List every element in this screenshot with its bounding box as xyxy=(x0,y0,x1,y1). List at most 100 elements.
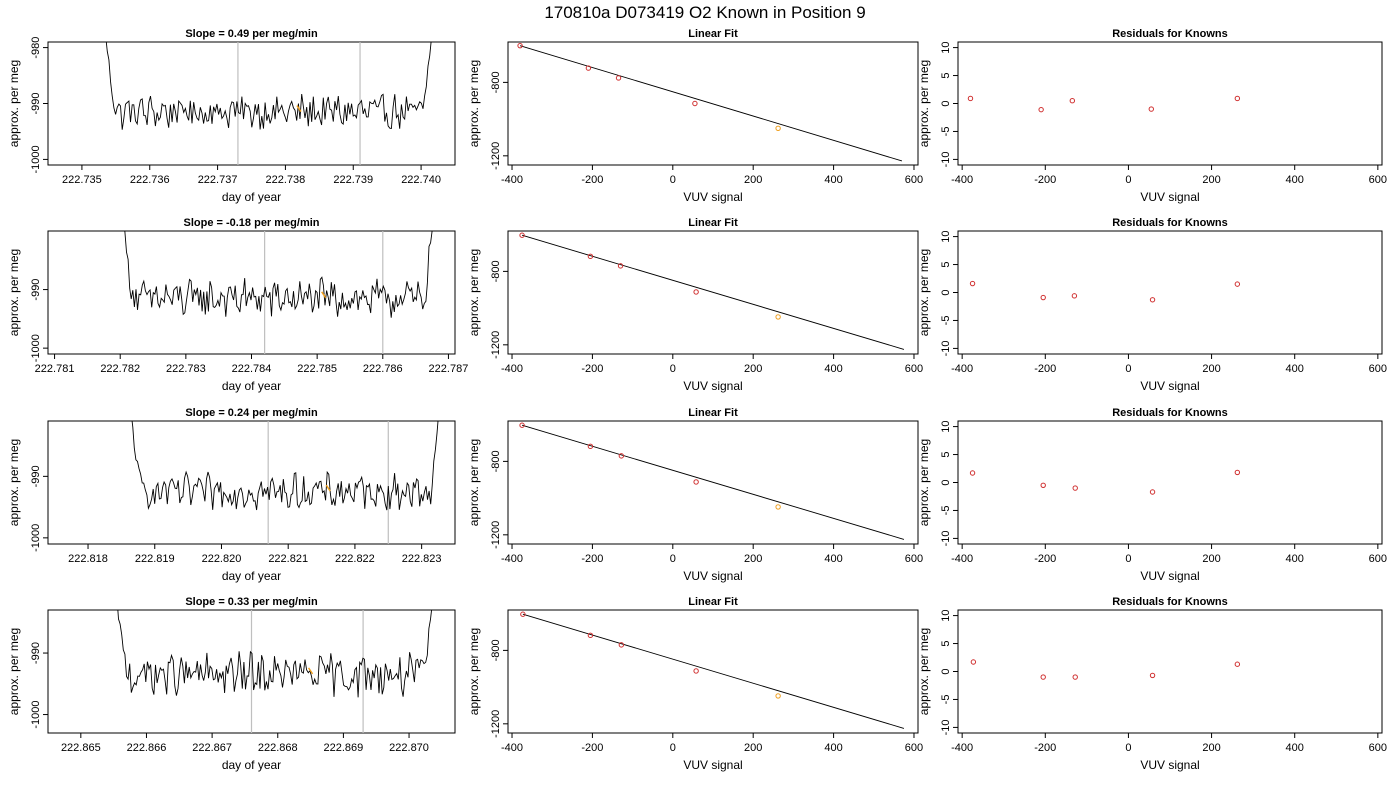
x-tick-label: 600 xyxy=(905,363,923,375)
x-tick-label: 222.735 xyxy=(62,174,102,186)
x-tick-label: -200 xyxy=(1034,174,1056,186)
data-point xyxy=(519,422,525,428)
data-point xyxy=(1038,106,1044,113)
x-tick-label: 600 xyxy=(905,553,923,565)
y-axis-label: approx. per meg xyxy=(917,628,931,715)
data-point xyxy=(692,100,698,107)
x-tick-label: 200 xyxy=(744,174,762,186)
data-point xyxy=(617,263,624,269)
highlight-marker xyxy=(321,291,327,299)
x-tick-label: 222.866 xyxy=(127,742,167,754)
x-tick-label: 600 xyxy=(1369,742,1387,754)
x-tick-label: 200 xyxy=(1202,553,1220,565)
y-tick-label: -5 xyxy=(940,695,952,705)
data-point xyxy=(1234,469,1241,476)
y-tick-label: 0 xyxy=(940,289,952,295)
x-tick-label: 222.869 xyxy=(324,742,364,754)
x-tick-label: -200 xyxy=(1034,363,1056,375)
panel-0-3: Slope = 0.33 per meg/min 222.865 222.866 22… xyxy=(7,596,456,772)
data-point xyxy=(519,232,525,238)
highlight-point xyxy=(775,504,781,510)
y-tick-label: -800 xyxy=(490,71,502,93)
x-tick-label: 222.865 xyxy=(61,742,101,754)
y-tick-label: -5 xyxy=(940,316,952,326)
x-tick-label: 200 xyxy=(744,553,762,565)
x-tick-label: 222.867 xyxy=(192,742,232,754)
highlight-marker xyxy=(325,484,331,492)
plot-frame xyxy=(507,609,919,734)
data-point xyxy=(693,289,699,295)
x-axis-label: VUV signal xyxy=(683,758,742,772)
data-point xyxy=(967,95,974,102)
plot-frame xyxy=(957,230,1383,355)
highlight-point xyxy=(775,693,781,699)
data-point xyxy=(615,75,622,81)
fit-line xyxy=(521,424,905,540)
data-point xyxy=(969,470,976,476)
y-tick-label: -1000 xyxy=(30,334,42,362)
x-tick-label: 0 xyxy=(1125,363,1131,375)
panel-title: Slope = 0.33 per meg/min xyxy=(185,596,318,608)
x-tick-label: 200 xyxy=(1202,742,1220,754)
highlight-marker xyxy=(307,667,314,675)
plot-frame xyxy=(957,420,1383,545)
y-axis-label: approx. per meg xyxy=(7,439,21,526)
x-tick-label: 222.823 xyxy=(402,553,442,565)
x-tick-label: 222.787 xyxy=(429,363,469,375)
y-tick-label: -1000 xyxy=(30,145,42,173)
x-tick-label: 600 xyxy=(1369,553,1387,565)
highlight-point xyxy=(775,125,781,131)
panel-title: Slope = 0.24 per meg/min xyxy=(185,407,318,419)
panel-2-2: Residuals for Knowns -400 -200 0 200 400 600 10… xyxy=(917,407,1387,583)
x-tick-label: 222.868 xyxy=(258,742,298,754)
x-axis-label: VUV signal xyxy=(1140,379,1199,393)
y-tick-label: 0 xyxy=(940,479,952,485)
y-axis-label: approx. per meg xyxy=(7,249,21,336)
y-tick-label: -1200 xyxy=(490,521,502,549)
panel-2-0: Residuals for Knowns -400 -200 0 200 400 600 10… xyxy=(917,28,1387,204)
plot-frame xyxy=(507,420,919,545)
x-tick-label: 600 xyxy=(905,742,923,754)
y-tick-label: -1200 xyxy=(490,331,502,359)
data-trace xyxy=(131,421,439,511)
plot-frame xyxy=(957,609,1383,734)
plot-area xyxy=(124,231,433,354)
y-tick-label: 10 xyxy=(940,609,952,621)
y-tick-label: -5 xyxy=(940,127,952,137)
x-tick-label: 222.785 xyxy=(297,363,337,375)
x-tick-label: 200 xyxy=(744,363,762,375)
highlight-marker xyxy=(296,105,302,112)
x-axis-label: VUV signal xyxy=(683,379,742,393)
y-tick-label: -800 xyxy=(490,450,502,472)
panel-1-1: Linear Fit -400 -200 0 200 400 600 -800 -1200 VUV… xyxy=(467,217,923,393)
data-point xyxy=(1234,95,1241,102)
plot-area xyxy=(969,280,1241,303)
y-tick-label: -1200 xyxy=(490,142,502,170)
x-tick-label: 222.740 xyxy=(401,174,441,186)
y-axis-label: approx. per meg xyxy=(917,60,931,147)
data-point xyxy=(693,479,699,485)
x-tick-label: 0 xyxy=(1125,553,1131,565)
panel-1-0: Linear Fit -400 -200 0 200 400 600 -800 -1200 VUV… xyxy=(467,28,923,204)
y-tick-label: 0 xyxy=(940,100,952,106)
x-axis-label: day of year xyxy=(222,758,281,772)
y-tick-label: -990 xyxy=(30,92,42,114)
x-tick-label: 222.736 xyxy=(130,174,170,186)
y-tick-label: 0 xyxy=(940,668,952,674)
x-tick-label: -400 xyxy=(501,742,523,754)
y-tick-label: -10 xyxy=(940,151,952,167)
plot-area xyxy=(105,42,432,165)
x-tick-label: 600 xyxy=(905,174,923,186)
y-tick-label: 10 xyxy=(940,230,952,242)
y-tick-label: 5 xyxy=(940,640,952,646)
panel-title: Residuals for Knowns xyxy=(1112,596,1228,608)
plot-frame xyxy=(507,41,919,166)
data-point xyxy=(587,632,594,639)
y-tick-label: 5 xyxy=(940,451,952,457)
y-tick-label: -1000 xyxy=(30,524,42,552)
plot-area xyxy=(517,42,903,162)
x-tick-label: -400 xyxy=(501,174,523,186)
data-point xyxy=(1069,98,1076,104)
x-tick-label: -400 xyxy=(951,742,973,754)
